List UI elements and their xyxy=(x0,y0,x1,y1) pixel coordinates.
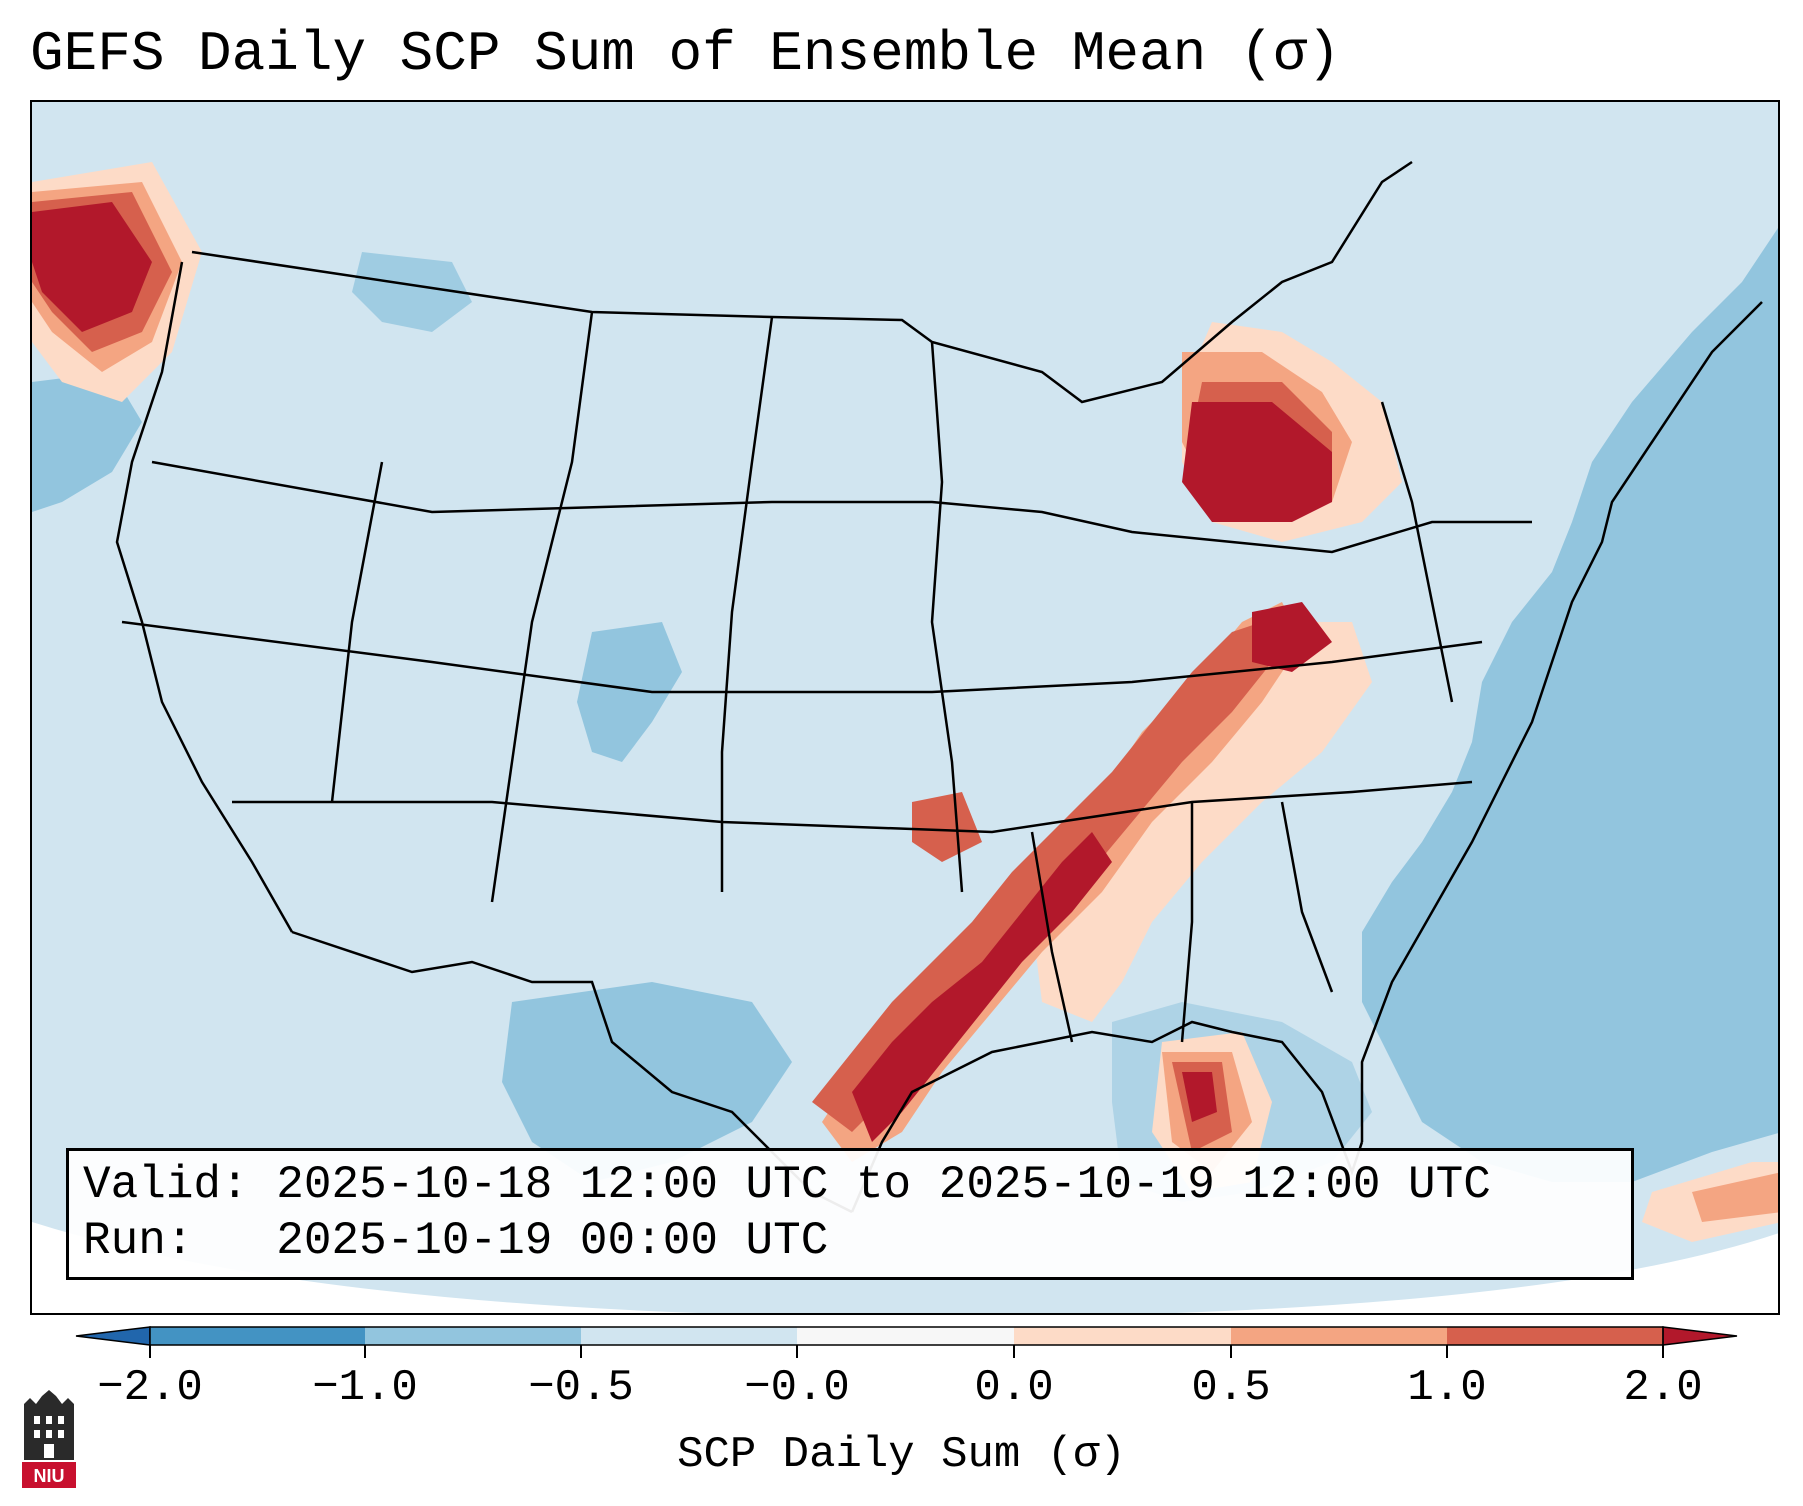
colorbar-bin-5 xyxy=(1231,1327,1447,1345)
colorbar-extend-high xyxy=(1662,1326,1738,1346)
colorbar-ticks xyxy=(149,1345,1664,1358)
ocean-pacific xyxy=(32,372,142,512)
map-canvas xyxy=(32,102,1778,1313)
mexico-low-values xyxy=(502,982,792,1182)
colorbar-tick-label: 0.0 xyxy=(974,1363,1054,1413)
colorbar-tick-label: −2.0 xyxy=(97,1363,203,1413)
colorbar-tick-label: −0.5 xyxy=(528,1363,634,1413)
colorbar-tick-label: −0.0 xyxy=(744,1363,850,1413)
colorbar-bin-6 xyxy=(1447,1327,1663,1345)
niu-logo: NIU xyxy=(22,1390,76,1488)
colorbar-tick-label: 0.5 xyxy=(1191,1363,1271,1413)
colorbar-bin-2 xyxy=(581,1327,797,1345)
colorbar-extend-low xyxy=(75,1326,151,1346)
logo-text: NIU xyxy=(34,1466,65,1486)
map-title: GEFS Daily SCP Sum of Ensemble Mean (σ) xyxy=(30,22,1341,86)
valid-label: Valid: xyxy=(83,1159,249,1211)
colorbar-tick-label: 1.0 xyxy=(1407,1363,1487,1413)
colorbar-outline xyxy=(149,1326,1664,1346)
colorbar-tick-label: −1.0 xyxy=(312,1363,418,1413)
nw-low-values xyxy=(352,252,472,332)
map-panel xyxy=(30,100,1780,1315)
valid-time-range: 2025-10-18 12:00 UTC to 2025-10-19 12:00… xyxy=(276,1159,1491,1211)
offgrid-region xyxy=(32,1222,1778,1313)
run-time: 2025-10-19 00:00 UTC xyxy=(276,1215,829,1267)
valid-run-info-box: Valid: 2025-10-18 12:00 UTC to 2025-10-1… xyxy=(66,1148,1634,1280)
colorbar-bin-4 xyxy=(1014,1327,1231,1345)
colorbar-bin-1 xyxy=(365,1327,581,1345)
colorbar-bin-0 xyxy=(150,1327,365,1345)
scp-max-band xyxy=(32,202,1332,1142)
colorbar-bin-3 xyxy=(797,1327,1014,1345)
boundary-lines xyxy=(115,160,1763,1214)
colorado-low-values xyxy=(577,622,682,762)
run-label: Run: xyxy=(83,1215,194,1267)
ocean-atlantic xyxy=(1362,228,1778,1182)
colorbar-title: SCP Daily Sum (σ) xyxy=(677,1430,1126,1480)
colorbar-tick-label: 2.0 xyxy=(1623,1363,1703,1413)
